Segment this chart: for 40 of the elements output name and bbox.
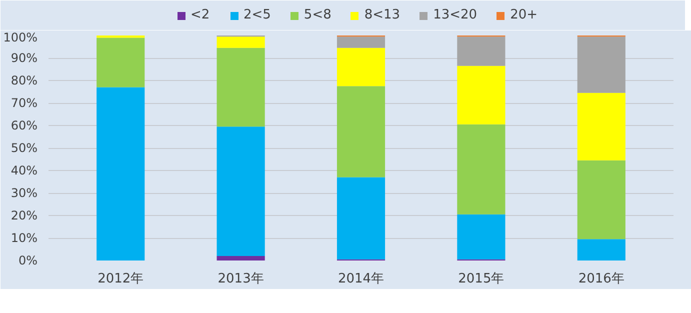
bar: [216, 126, 265, 256]
bar: [457, 66, 506, 124]
x-tick-label: 2014年: [338, 272, 384, 286]
bar: [216, 48, 265, 127]
bar: [457, 214, 506, 260]
y-tick-label: 0%: [18, 254, 38, 268]
y-tick-label: 40%: [10, 164, 38, 178]
legend-label: 2<5: [243, 8, 271, 22]
bar: [336, 36, 386, 48]
bar: [216, 36, 265, 48]
x-tick-label: 2013年: [218, 272, 264, 286]
bar: [457, 36, 506, 66]
bar: [336, 86, 386, 178]
legend-label: 8<13: [364, 8, 400, 22]
bar: [336, 177, 386, 260]
legend-label: 13<20: [433, 8, 478, 22]
y-tick-label: 20%: [10, 208, 38, 222]
x-tick-label: 2016年: [578, 272, 624, 286]
y-tick-label: 100%: [3, 30, 38, 44]
y-tick-label: 10%: [10, 231, 38, 245]
legend-label: 5<8: [304, 8, 332, 22]
legend-label: <2: [190, 8, 210, 22]
y-tick-label: 60%: [10, 118, 38, 132]
bar: [336, 48, 386, 86]
y-tick-label: 80%: [10, 74, 38, 88]
bar: [96, 38, 145, 88]
y-tick-label: 30%: [10, 186, 38, 200]
y-tick-label: 90%: [10, 51, 38, 65]
bar: [577, 36, 626, 93]
bar: [216, 256, 265, 260]
y-tick-label: 50%: [10, 141, 38, 155]
bar: [96, 87, 145, 260]
x-tick-label: 2012年: [98, 272, 144, 286]
legend-label: 20+: [510, 8, 538, 22]
x-tick-label: 2015年: [458, 272, 504, 286]
bar: [577, 160, 626, 240]
y-tick-label: 70%: [10, 96, 38, 110]
bar: [457, 124, 506, 214]
bar: [577, 92, 626, 160]
bar: [577, 239, 626, 260]
